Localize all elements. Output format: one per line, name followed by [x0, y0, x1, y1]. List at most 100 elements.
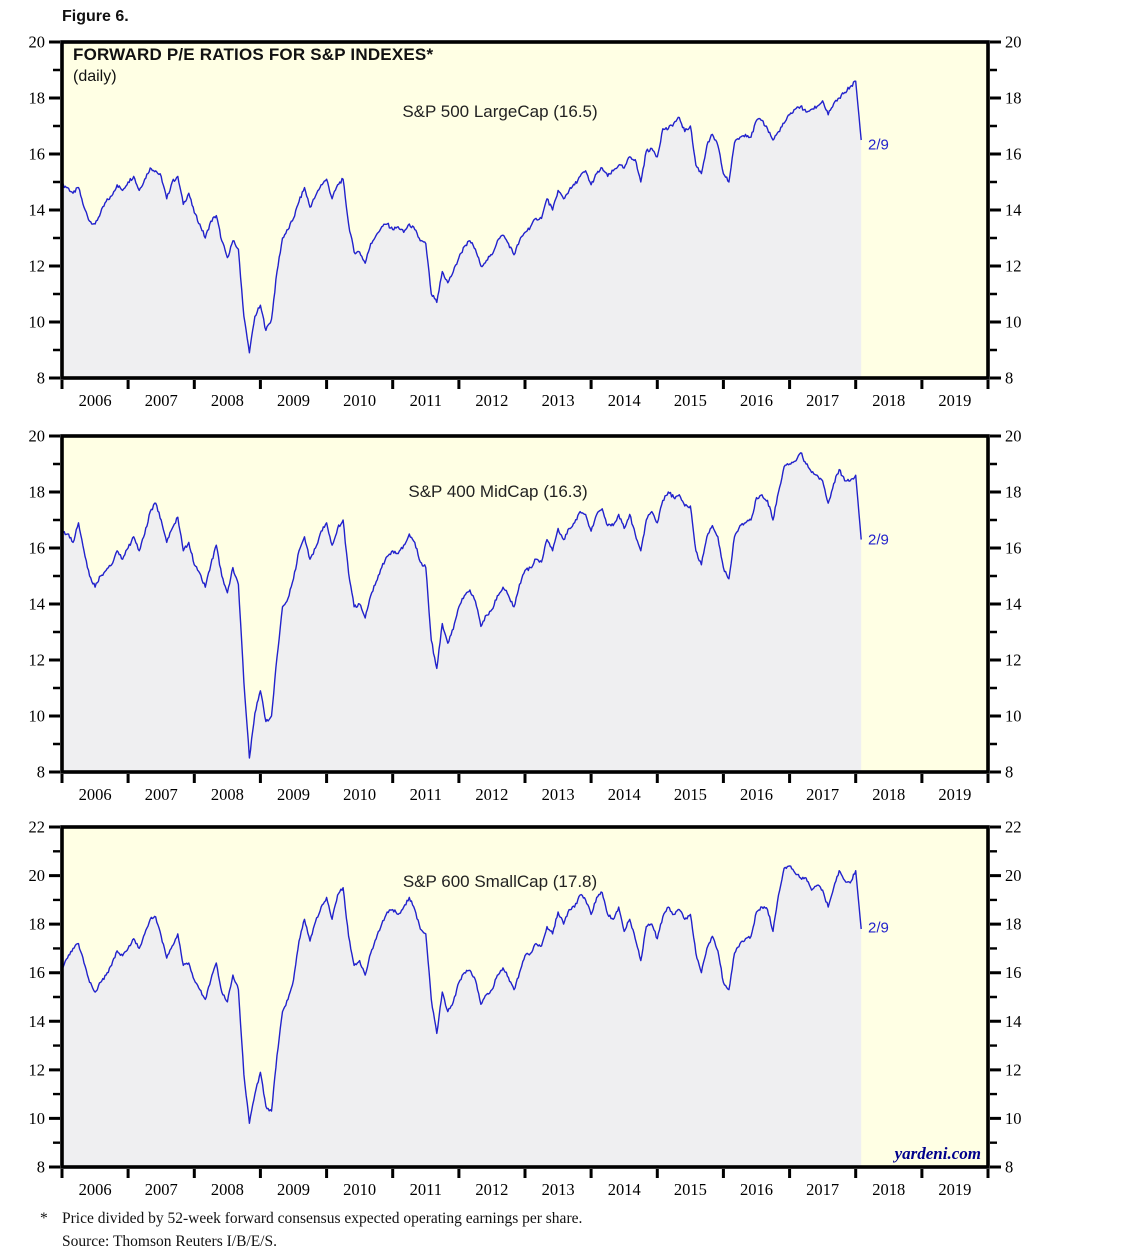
y-tick-label-right: 10: [1005, 707, 1022, 726]
year-label: 2011: [410, 785, 442, 804]
series-area: [62, 865, 862, 1167]
year-label: 2014: [608, 785, 641, 804]
chart-subtitle: (daily): [73, 68, 117, 85]
y-tick-label-right: 20: [1005, 33, 1022, 52]
end-date-label-sp600: 2/9: [868, 919, 889, 937]
y-tick-label-right: 16: [1005, 145, 1022, 164]
year-label: 2012: [475, 1180, 508, 1199]
year-label: 2015: [674, 1180, 707, 1199]
y-tick-label-right: 14: [1005, 1012, 1022, 1031]
y-tick-label-right: 10: [1005, 1109, 1022, 1128]
year-label: 2006: [79, 785, 112, 804]
y-tick-label-right: 16: [1005, 963, 1022, 982]
year-label: 2018: [872, 785, 905, 804]
year-label: 2015: [674, 785, 707, 804]
year-label: 2010: [343, 391, 376, 410]
year-label: 2009: [277, 785, 310, 804]
major-ticks: [49, 40, 1001, 389]
year-label: 2017: [806, 785, 839, 804]
y-tick-label-left: 8: [37, 1158, 45, 1177]
y-tick-label-left: 12: [29, 1060, 46, 1079]
watermark-yardeni: yardeni.com: [894, 1144, 981, 1163]
year-label: 2018: [872, 391, 905, 410]
series-line: [61, 80, 862, 354]
year-label: 2010: [343, 785, 376, 804]
year-label: 2008: [211, 785, 244, 804]
y-tick-label-left: 20: [29, 866, 46, 885]
series-line: [61, 452, 862, 759]
series-area: [62, 81, 862, 378]
y-tick-label-right: 18: [1005, 915, 1022, 934]
x-axis-labels: 2006 2007 2008 2009 2010 2011 2012 2013 2014 2015…: [79, 391, 972, 410]
series-label-sp500-largecap: S&P 500 LargeCap (16.5): [402, 102, 598, 121]
y-tick-label-left: 14: [29, 595, 46, 614]
y-tick-label-right: 16: [1005, 539, 1022, 558]
y-tick-label-right: 8: [1005, 763, 1013, 782]
year-label: 2012: [475, 391, 508, 410]
year-label: 2014: [608, 1180, 641, 1199]
y-tick-label-left: 16: [29, 963, 46, 982]
y-axis-labels: 8 8 10 10 12 12 14 14 16 16 18 18 20 20 22 22: [29, 818, 1022, 1177]
footnote-definition: Price divided by 52-week forward consens…: [62, 1210, 583, 1227]
y-tick-label-right: 10: [1005, 313, 1022, 332]
year-label: 2014: [608, 391, 641, 410]
y-tick-label-left: 22: [29, 818, 46, 837]
y-tick-label-right: 12: [1005, 1060, 1022, 1079]
year-label: 2006: [79, 1180, 112, 1199]
year-label: 2009: [277, 391, 310, 410]
y-tick-label-left: 12: [29, 651, 46, 670]
year-label: 2015: [674, 391, 707, 410]
y-tick-label-right: 20: [1005, 427, 1022, 446]
y-tick-label-left: 14: [29, 201, 46, 220]
year-label: 2013: [542, 1180, 575, 1199]
y-tick-label-right: 12: [1005, 257, 1022, 276]
series-label-sp600-smallcap: S&P 600 SmallCap (17.8): [402, 872, 598, 891]
year-label: 2016: [740, 391, 773, 410]
year-label: 2008: [211, 1180, 244, 1199]
y-tick-label-left: 10: [29, 313, 46, 332]
figure-label: Figure 6.: [62, 8, 129, 25]
y-tick-label-left: 8: [37, 369, 45, 388]
y-tick-label-right: 20: [1005, 866, 1022, 885]
y-tick-label-left: 20: [29, 33, 46, 52]
series-label-sp400-midcap: S&P 400 MidCap (16.3): [408, 482, 588, 501]
plot-frame: [60, 825, 990, 1169]
year-label: 2019: [938, 785, 971, 804]
y-tick-label-right: 8: [1005, 369, 1013, 388]
year-label: 2016: [740, 785, 773, 804]
major-ticks: [49, 825, 1001, 1178]
y-tick-label-right: 18: [1005, 483, 1022, 502]
year-label: 2019: [938, 391, 971, 410]
y-tick-label-left: 16: [29, 145, 46, 164]
end-date-label-sp400: 2/9: [868, 531, 889, 549]
year-label: 2016: [740, 1180, 773, 1199]
series-area: [62, 452, 862, 772]
y-axis-labels: 8 8 10 10 12 12 14 14 16 16 18 18 20 20: [29, 33, 1022, 388]
y-tick-label-left: 12: [29, 257, 46, 276]
year-label: 2019: [938, 1180, 971, 1199]
y-tick-label-left: 8: [37, 763, 45, 782]
y-tick-label-left: 18: [29, 915, 46, 934]
y-tick-label-left: 10: [29, 707, 46, 726]
year-label: 2006: [79, 391, 112, 410]
y-tick-label-right: 18: [1005, 89, 1022, 108]
year-label: 2010: [343, 1180, 376, 1199]
y-tick-label-left: 18: [29, 89, 46, 108]
year-label: 2012: [475, 785, 508, 804]
minor-ticks: [53, 462, 997, 746]
year-label: 2009: [277, 1180, 310, 1199]
year-label: 2007: [145, 1180, 178, 1199]
y-tick-label-left: 20: [29, 427, 46, 446]
plot-frame: [60, 434, 990, 774]
end-date-label-sp500: 2/9: [868, 136, 889, 154]
x-axis-labels: 2006 2007 2008 2009 2010 2011 2012 2013 2014 2015…: [79, 785, 972, 804]
x-axis-labels: 2006 2007 2008 2009 2010 2011 2012 2013 2014 2015…: [79, 1180, 972, 1199]
year-label: 2013: [542, 785, 575, 804]
year-label: 2017: [806, 1180, 839, 1199]
y-tick-label-left: 14: [29, 1012, 46, 1031]
footnote-asterisk: *: [40, 1210, 48, 1227]
footnote-source: Source: Thomson Reuters I/B/E/S.: [62, 1233, 277, 1250]
